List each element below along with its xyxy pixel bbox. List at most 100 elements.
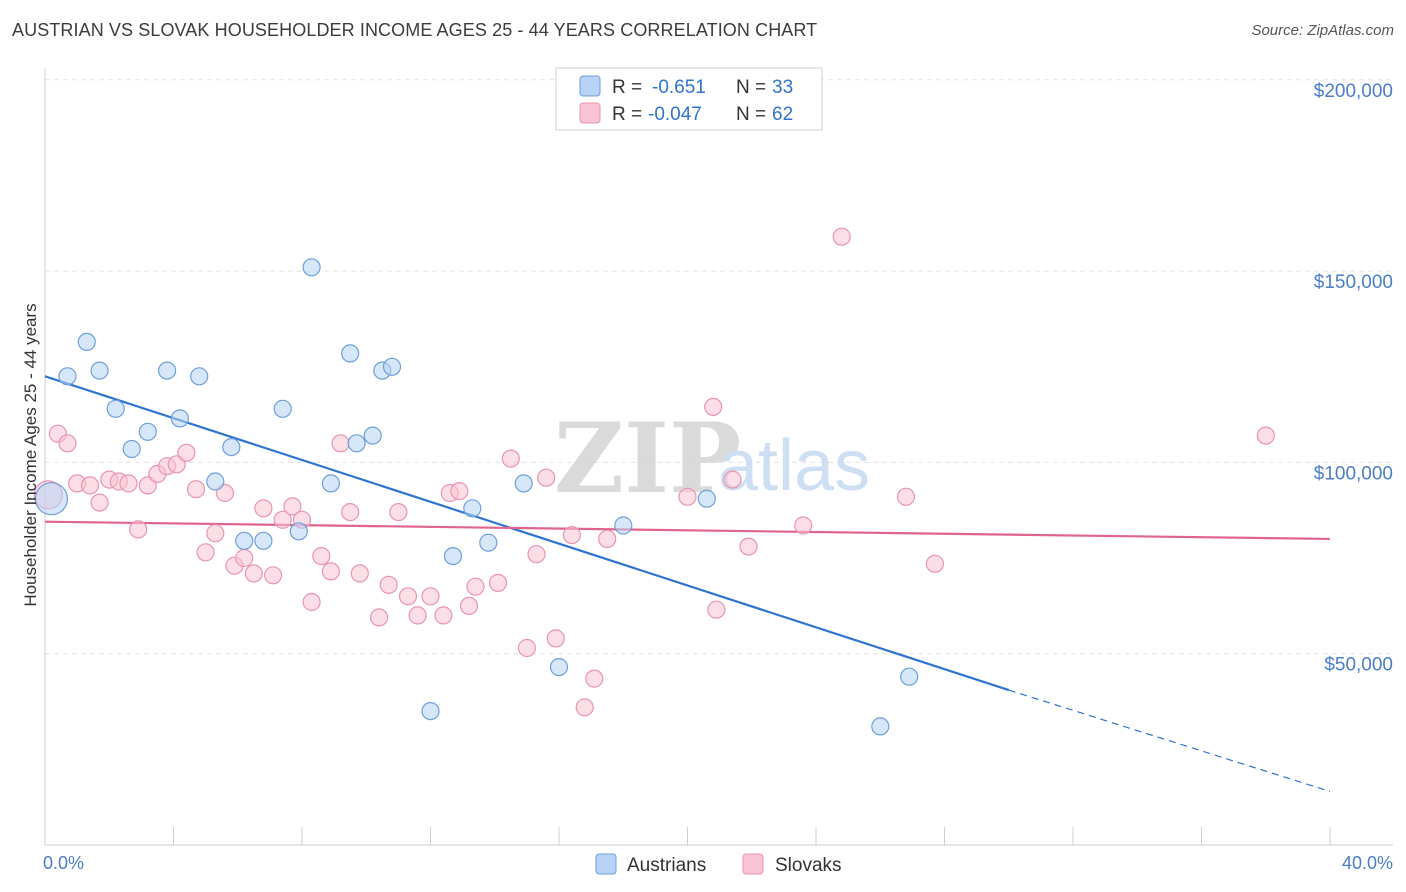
legend-n-label-slovaks: N = [736,104,771,125]
austrians-point [463,499,482,518]
austrians-point [443,546,463,566]
austrians-point [77,332,96,351]
slovaks-point [546,629,565,648]
slovaks-point [794,516,813,535]
slovaks-point [350,564,369,583]
slovaks-point [80,476,100,495]
y-axis-label: Householder Income Ages 25 - 44 years [21,303,40,606]
austrians-point [106,399,125,418]
slovaks-point [129,520,148,539]
chart-title: AUSTRIAN VS SLOVAK HOUSEHOLDER INCOME AG… [12,20,818,40]
slovaks-point [273,510,292,529]
austrians-trend-extension [1008,689,1331,793]
austrians-point [138,422,157,441]
slovaks-point [723,470,742,489]
austrians-point [170,409,189,428]
austrians-point [479,533,498,552]
austrians-point [190,367,209,386]
slovaks-point [466,577,485,596]
austrians-point [347,434,366,453]
austrians-point [900,667,919,686]
slovaks-point [925,554,945,573]
bottom-legend-label-austrians: Austrians [627,855,706,876]
slovaks-point [58,434,77,453]
slovaks-point [896,487,916,506]
austrians-point [273,399,292,418]
slovaks-point [254,499,273,518]
slovaks-point [598,529,617,549]
slovaks-point [235,548,254,568]
legend-r-value-austrians: -0.651 [652,77,706,98]
legend-n-value-austrians: 33 [772,77,793,98]
slovaks-point [283,497,302,516]
slovaks-point [341,502,360,522]
slovaks-point [434,606,453,625]
austrians-point [421,701,440,721]
austrians-point [289,522,308,541]
slovaks-point [488,573,508,593]
legend-r-value-slovaks: -0.047 [648,104,702,125]
slovaks-point [398,587,418,606]
austrians-point [302,258,321,277]
austrians-point [341,344,360,363]
austrians-point [222,438,241,457]
austrians-point [549,657,569,677]
bottom-legend-swatch-slovaks [742,853,764,875]
axes [44,68,1393,846]
y-tick-label: $100,000 [1314,463,1393,484]
y-tick-label: $150,000 [1314,272,1393,293]
legend-n-value-slovaks: 62 [772,104,793,125]
series-legend: Austrians Slovaks [595,853,842,876]
slovaks-point [562,525,582,545]
watermark-atlas: atlas [718,426,870,506]
austrians-point [34,482,69,516]
slovaks-point [177,443,196,462]
slovaks-point [421,587,440,606]
slovaks-point [389,502,408,522]
x-tick-label-min: 0.0% [43,853,84,873]
y-tick-label: $50,000 [1324,655,1393,676]
slovaks-point [408,606,427,625]
austrians-point [90,361,109,380]
slovaks-point [501,449,520,468]
austrians-point [363,426,382,445]
slovaks-point [312,546,331,566]
slovaks-point [331,434,350,453]
austrians-point [697,489,716,508]
austrians-point [871,717,890,736]
slovaks-point [832,227,851,246]
legend-swatch-slovaks [579,102,601,124]
slovaks-point [370,608,389,627]
correlation-legend: R = -0.651 N = 33 R = -0.047 N = 62 [555,67,823,131]
austrians-point [514,474,533,493]
bottom-legend-label-slovaks: Slovaks [775,855,842,876]
chart-source: Source: ZipAtlas.com [1251,22,1394,39]
slovaks-point [704,397,723,416]
slovaks-point [739,537,758,556]
slovaks-point [575,698,594,717]
grid-lines: $50,000 $100,000 $150,000 $200,000 [45,79,1393,676]
svg-text:R = -0.651 N =: R = -0.651 N = 33 [612,77,793,98]
austrians-point [321,474,340,493]
austrians-point [122,439,141,459]
slovaks-point [321,562,340,581]
slovaks-point [264,566,283,585]
slovaks-point [707,600,726,619]
austrians-point [206,472,225,491]
slovaks-point [450,482,469,501]
slovaks-point [678,487,697,506]
slovaks-point [90,493,109,512]
svg-text:R = -0.047 N =: R = -0.047 N = 62 [612,104,793,125]
slovaks-point [244,564,263,583]
austrians-point [58,367,77,386]
slovaks-point [459,596,479,616]
austrians-point [614,516,633,535]
legend-r-label-slovaks: R = [612,104,647,125]
x-tick-label-max: 40.0% [1342,853,1393,873]
slovaks-point [537,468,556,487]
trend-lines [44,375,1331,793]
slovaks-point [517,638,537,658]
slovaks-point [186,480,206,499]
austrians-point [158,361,177,380]
